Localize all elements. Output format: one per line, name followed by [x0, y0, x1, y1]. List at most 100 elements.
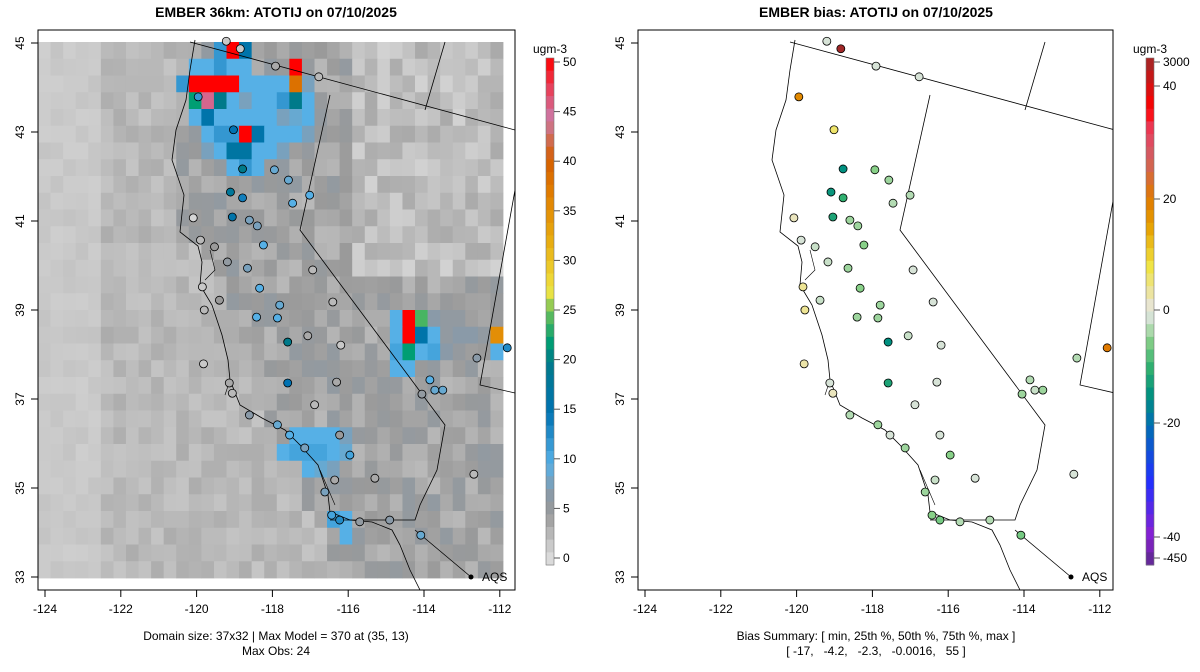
- obs-station-point: [332, 377, 342, 387]
- grid-cell: [201, 92, 215, 110]
- grid-cell: [314, 494, 328, 512]
- y-tick-label: 35: [13, 481, 27, 495]
- grid-cell: [239, 477, 253, 495]
- colorbar-swatch: [1146, 210, 1154, 224]
- grid-cell: [339, 58, 353, 76]
- grid-cell: [38, 561, 51, 579]
- grid-cell: [389, 410, 403, 428]
- grid-cell: [339, 293, 353, 311]
- grid-cell: [226, 109, 240, 127]
- grid-cell: [452, 259, 466, 277]
- grid-cell: [301, 511, 315, 529]
- grid-cell: [327, 444, 341, 462]
- grid-cell: [188, 343, 202, 361]
- grid-cell: [402, 393, 416, 411]
- grid-cell: [465, 360, 479, 378]
- bias-station-point: [796, 235, 806, 245]
- obs-station-point: [238, 164, 247, 174]
- grid-cell: [50, 561, 64, 579]
- grid-cell: [427, 176, 441, 194]
- grid-cell: [239, 511, 253, 529]
- grid-cell: [477, 410, 491, 428]
- grid-cell: [440, 259, 454, 277]
- obs-station-point: [336, 340, 346, 350]
- grid-cell: [314, 192, 328, 210]
- obs-station-point: [328, 297, 338, 307]
- grid-cell: [201, 393, 215, 411]
- grid-cell: [188, 477, 202, 495]
- grid-cell: [352, 360, 366, 378]
- grid-cell: [264, 142, 278, 160]
- grid-cell: [377, 444, 391, 462]
- grid-cell: [490, 511, 504, 529]
- grid-cell: [314, 360, 328, 378]
- grid-cell: [289, 343, 303, 361]
- bias-station-point: [888, 198, 898, 208]
- x-tick-label: -120: [785, 602, 809, 616]
- grid-cell: [138, 393, 152, 411]
- grid-cell: [38, 109, 51, 127]
- bias-station-point: [789, 213, 799, 223]
- grid-cell: [125, 192, 139, 210]
- grid-cell: [163, 561, 177, 579]
- colorbar-tick-label: 15: [563, 402, 577, 416]
- grid-cell: [125, 293, 139, 311]
- bias-station-point: [883, 337, 893, 347]
- colorbar-swatch: [546, 476, 554, 490]
- grid-cell: [465, 159, 479, 177]
- obs-station-point: [355, 517, 365, 527]
- grid-cell: [276, 259, 290, 277]
- grid-cell: [452, 243, 466, 261]
- grid-cell: [213, 159, 227, 177]
- grid-cell: [264, 293, 278, 311]
- grid-cell: [427, 326, 441, 344]
- y-tick-label: 35: [613, 481, 627, 495]
- grid-cell: [201, 159, 215, 177]
- grid-cell: [264, 511, 278, 529]
- grid-cell: [113, 494, 127, 512]
- grid-cell: [201, 125, 215, 143]
- grid-cell: [427, 109, 441, 127]
- grid-cell: [88, 42, 102, 60]
- obs-station-point: [227, 212, 237, 222]
- grid-cell: [63, 527, 77, 545]
- grid-cell: [213, 511, 227, 529]
- grid-cell: [314, 427, 328, 445]
- grid-cell: [38, 209, 51, 227]
- grid-cell: [352, 377, 366, 395]
- colorbar-swatch: [1146, 463, 1154, 477]
- grid-cell: [490, 92, 504, 110]
- grid-cell: [389, 192, 403, 210]
- colorbar-swatch: [1146, 222, 1154, 236]
- grid-cell: [339, 511, 353, 529]
- grid-cell: [163, 477, 177, 495]
- colorbar-tick-label: 45: [563, 105, 577, 119]
- grid-cell: [477, 494, 491, 512]
- grid-cell: [327, 427, 341, 445]
- grid-cell: [452, 58, 466, 76]
- grid-cell: [389, 125, 403, 143]
- bias-station-point: [903, 331, 913, 341]
- grid-cell: [301, 142, 315, 160]
- colorbar-swatch: [546, 336, 554, 351]
- grid-cell: [63, 259, 77, 277]
- grid-cell: [427, 75, 441, 93]
- grid-cell: [151, 410, 165, 428]
- grid-cell: [339, 527, 353, 545]
- grid-cell: [339, 243, 353, 261]
- grid-cell: [339, 460, 353, 478]
- grid-cell: [38, 310, 51, 328]
- x-tick-label: -120: [185, 602, 209, 616]
- grid-cell: [415, 343, 428, 361]
- grid-cell: [377, 209, 391, 227]
- colorbar-tick-label: 50: [563, 55, 577, 69]
- grid-cell: [38, 393, 51, 411]
- grid-cell: [63, 92, 77, 110]
- grid-cell: [452, 209, 466, 227]
- grid-cell: [427, 209, 441, 227]
- x-tick-label: -118: [261, 602, 284, 616]
- obs-station-point: [335, 515, 345, 525]
- obs-station-point: [221, 36, 231, 46]
- grid-cell: [339, 410, 353, 428]
- obs-station-point: [273, 313, 282, 323]
